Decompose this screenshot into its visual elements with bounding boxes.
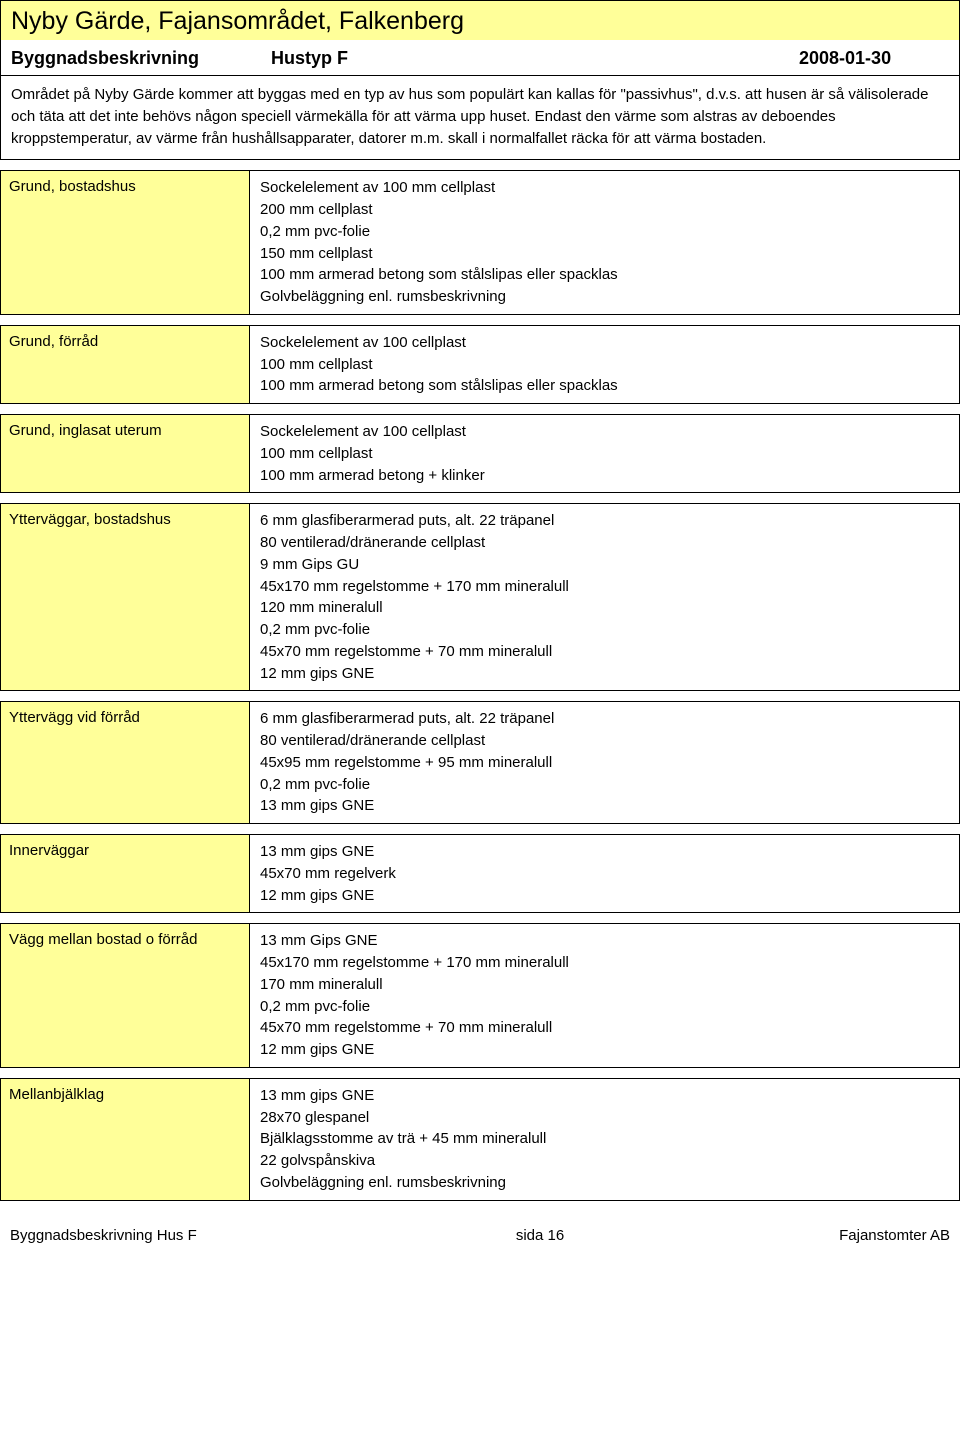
section-label: Mellanbjälklag [0, 1078, 250, 1201]
section-body: 6 mm glasfiberarmerad puts, alt. 22 träp… [250, 701, 960, 824]
section-body: 13 mm Gips GNE45x170 mm regelstomme + 17… [250, 923, 960, 1068]
subtitle-row: Byggnadsbeskrivning Hustyp F 2008-01-30 [0, 40, 960, 76]
section-line: Sockelelement av 100 mm cellplast [260, 177, 949, 199]
section-row: Mellanbjälklag13 mm gips GNE28x70 glespa… [0, 1078, 960, 1201]
section-line: 200 mm cellplast [260, 199, 949, 221]
section-line: Golvbeläggning enl. rumsbeskrivning [260, 1172, 949, 1194]
spacer [0, 913, 960, 923]
section-line: Sockelelement av 100 cellplast [260, 332, 949, 354]
section-row: Ytterväggar, bostadshus 6 mm glasfiberarm… [0, 503, 960, 691]
section-line: Golvbeläggning enl. rumsbeskrivning [260, 286, 949, 308]
section-line: Bjälklagsstomme av trä + 45 mm mineralul… [260, 1128, 949, 1150]
section-line: 45x70 mm regelverk [260, 863, 949, 885]
page-title: Nyby Gärde, Fajansområdet, Falkenberg [0, 0, 960, 40]
section-label: Yttervägg vid förråd [0, 701, 250, 824]
section-row: Vägg mellan bostad o förråd13 mm Gips GN… [0, 923, 960, 1068]
section-line: 100 mm armerad betong + klinker [260, 465, 949, 487]
footer: Byggnadsbeskrivning Hus F sida 16 Fajans… [0, 1211, 960, 1250]
section-line: 6 mm glasfiberarmerad puts, alt. 22 träp… [260, 708, 949, 730]
section-line: 13 mm Gips GNE [260, 930, 949, 952]
footer-right: Fajanstomter AB [750, 1227, 950, 1244]
section-line: Sockelelement av 100 cellplast [260, 421, 949, 443]
section-label: Innerväggar [0, 834, 250, 913]
section-label: Ytterväggar, bostadshus [0, 503, 250, 691]
section-line: 9 mm Gips GU [260, 554, 949, 576]
section-body: Sockelelement av 100 cellplast100 mm cel… [250, 414, 960, 493]
section-line: 13 mm gips GNE [260, 795, 949, 817]
subtitle-date: 2008-01-30 [799, 48, 949, 69]
section-line: 28x70 glespanel [260, 1107, 949, 1129]
section-line: 150 mm cellplast [260, 243, 949, 265]
section-body: 13 mm gips GNE28x70 glespanelBjälklagsst… [250, 1078, 960, 1201]
section-line: 80 ventilerad/dränerande cellplast [260, 532, 949, 554]
section-line: 0,2 mm pvc-folie [260, 221, 949, 243]
section-row: Grund, förrådSockelelement av 100 cellpl… [0, 325, 960, 404]
section-body: 6 mm glasfiberarmerad puts, alt. 22 träp… [250, 503, 960, 691]
section-line: 45x95 mm regelstomme + 95 mm mineralull [260, 752, 949, 774]
section-line: 0,2 mm pvc-folie [260, 996, 949, 1018]
section-line: 80 ventilerad/dränerande cellplast [260, 730, 949, 752]
spacer [0, 1068, 960, 1078]
section-label: Grund, förråd [0, 325, 250, 404]
spacer [0, 824, 960, 834]
section-row: Innerväggar13 mm gips GNE45x70 mm regelv… [0, 834, 960, 913]
intro-text: Området på Nyby Gärde kommer att byggas … [0, 76, 960, 160]
section-line: 13 mm gips GNE [260, 841, 949, 863]
section-line: 45x70 mm regelstomme + 70 mm mineralull [260, 641, 949, 663]
section-line: 12 mm gips GNE [260, 663, 949, 685]
spacer [0, 493, 960, 503]
section-line: 6 mm glasfiberarmerad puts, alt. 22 träp… [260, 510, 949, 532]
sections-container: Grund, bostadshusSockelelement av 100 mm… [0, 170, 960, 1210]
section-line: 45x170 mm regelstomme + 170 mm mineralul… [260, 576, 949, 598]
section-label: Grund, bostadshus [0, 170, 250, 315]
section-body: 13 mm gips GNE45x70 mm regelverk12 mm gi… [250, 834, 960, 913]
page: Nyby Gärde, Fajansområdet, Falkenberg By… [0, 0, 960, 1250]
section-line: 100 mm armerad betong som stålslipas ell… [260, 375, 949, 397]
section-row: Grund, bostadshusSockelelement av 100 mm… [0, 170, 960, 315]
section-label: Grund, inglasat uterum [0, 414, 250, 493]
section-line: 100 mm armerad betong som stålslipas ell… [260, 264, 949, 286]
section-line: 120 mm mineralull [260, 597, 949, 619]
section-line: 13 mm gips GNE [260, 1085, 949, 1107]
section-label: Vägg mellan bostad o förråd [0, 923, 250, 1068]
section-line: 12 mm gips GNE [260, 1039, 949, 1061]
section-line: 0,2 mm pvc-folie [260, 619, 949, 641]
spacer [0, 691, 960, 701]
section-line: 100 mm cellplast [260, 354, 949, 376]
footer-left: Byggnadsbeskrivning Hus F [10, 1227, 330, 1244]
subtitle-mid: Hustyp F [271, 48, 799, 69]
section-body: Sockelelement av 100 cellplast100 mm cel… [250, 325, 960, 404]
spacer [0, 160, 960, 170]
section-line: 22 golvspånskiva [260, 1150, 949, 1172]
section-line: 12 mm gips GNE [260, 885, 949, 907]
spacer [0, 1201, 960, 1211]
section-line: 0,2 mm pvc-folie [260, 774, 949, 796]
section-body: Sockelelement av 100 mm cellplast200 mm … [250, 170, 960, 315]
section-line: 45x70 mm regelstomme + 70 mm mineralull [260, 1017, 949, 1039]
footer-page-number: sida 16 [330, 1227, 750, 1244]
spacer [0, 315, 960, 325]
subtitle-left: Byggnadsbeskrivning [11, 48, 271, 69]
section-line: 45x170 mm regelstomme + 170 mm mineralul… [260, 952, 949, 974]
section-row: Grund, inglasat uterumSockelelement av 1… [0, 414, 960, 493]
section-row: Yttervägg vid förråd 6 mm glasfiberarmera… [0, 701, 960, 824]
section-line: 170 mm mineralull [260, 974, 949, 996]
section-line: 100 mm cellplast [260, 443, 949, 465]
spacer [0, 404, 960, 414]
